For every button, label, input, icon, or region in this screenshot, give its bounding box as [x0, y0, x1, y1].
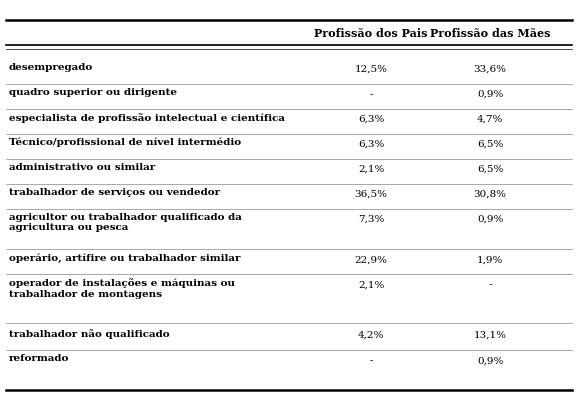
Text: 6,3%: 6,3% [358, 140, 384, 149]
Text: 6,5%: 6,5% [477, 140, 503, 149]
Text: reformado: reformado [9, 354, 69, 363]
Text: -: - [369, 90, 373, 99]
Text: 22,9%: 22,9% [355, 255, 388, 264]
Text: especialista de profissão intelectual e científica: especialista de profissão intelectual e … [9, 113, 284, 123]
Text: agricultor ou trabalhador qualificado da
agricultura ou pesca: agricultor ou trabalhador qualificado da… [9, 213, 242, 232]
Text: 0,9%: 0,9% [477, 215, 503, 224]
Text: -: - [369, 356, 373, 365]
Text: -: - [488, 280, 492, 289]
Text: 2,1%: 2,1% [358, 165, 384, 174]
Text: 6,3%: 6,3% [358, 115, 384, 124]
Text: 4,2%: 4,2% [358, 331, 384, 340]
Text: Técnico/profissional de nível intermédio: Técnico/profissional de nível intermédio [9, 138, 241, 147]
Text: 33,6%: 33,6% [473, 65, 506, 74]
Text: operador de instalações e máquinas ou
trabalhador de montagens: operador de instalações e máquinas ou tr… [9, 278, 235, 299]
Text: quadro superior ou dirigente: quadro superior ou dirigente [9, 88, 177, 97]
Text: 2,1%: 2,1% [358, 280, 384, 289]
Text: 6,5%: 6,5% [477, 165, 503, 174]
Text: trabalhador não qualificado: trabalhador não qualificado [9, 329, 169, 339]
Text: 30,8%: 30,8% [473, 190, 506, 199]
Text: 4,7%: 4,7% [477, 115, 503, 124]
Text: operário, artífire ou trabalhador similar: operário, artífire ou trabalhador simila… [9, 253, 240, 263]
Text: 13,1%: 13,1% [473, 331, 506, 340]
Text: administrativo ou similar: administrativo ou similar [9, 163, 155, 172]
Text: 36,5%: 36,5% [355, 190, 388, 199]
Text: 0,9%: 0,9% [477, 90, 503, 99]
Text: 12,5%: 12,5% [355, 65, 388, 74]
Text: Profissão dos Pais: Profissão dos Pais [314, 28, 428, 39]
Text: trabalhador de serviços ou vendedor: trabalhador de serviços ou vendedor [9, 188, 220, 197]
Text: desempregado: desempregado [9, 63, 93, 72]
Text: 0,9%: 0,9% [477, 356, 503, 365]
Text: Profissão das Mães: Profissão das Mães [430, 28, 550, 39]
Text: 7,3%: 7,3% [358, 215, 384, 224]
Text: 1,9%: 1,9% [477, 255, 503, 264]
